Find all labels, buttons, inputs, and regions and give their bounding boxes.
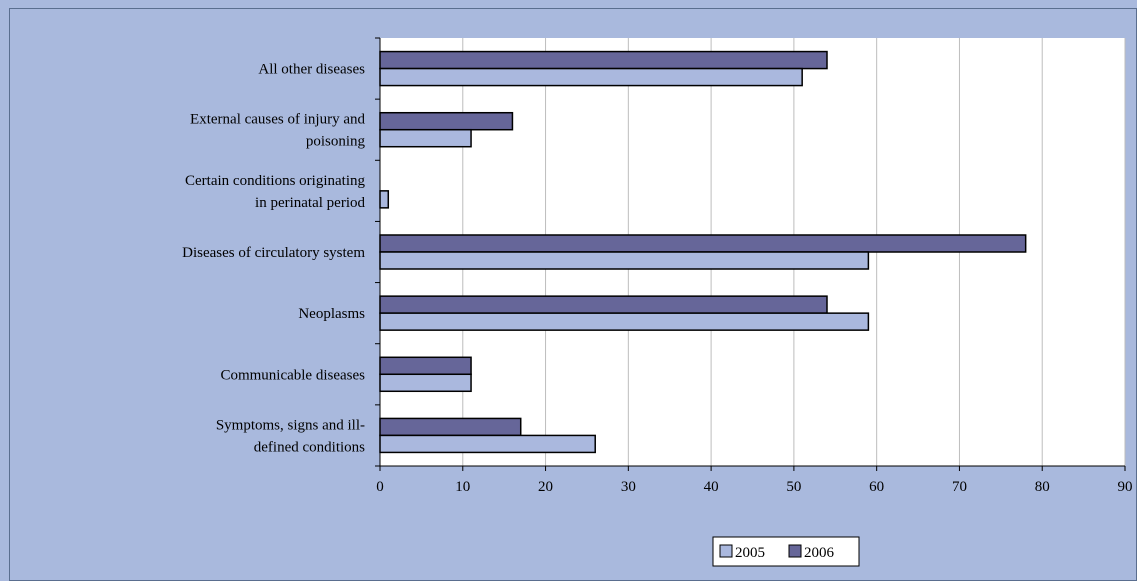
bar-2006	[379, 417, 522, 437]
category-label: All other diseases	[258, 62, 365, 78]
bar-2006	[379, 295, 828, 314]
x-tick-label: 40	[704, 479, 719, 495]
x-tick-label: 60	[869, 479, 884, 495]
bar-2006	[379, 234, 1027, 253]
category-label: Certain conditions originating	[185, 173, 365, 189]
x-tick-label: 10	[455, 479, 470, 495]
bar-2005	[379, 190, 390, 209]
bar-2005	[379, 373, 472, 393]
x-tick-label: 70	[952, 479, 967, 495]
bar-2005	[379, 312, 870, 331]
bar-2005	[379, 251, 870, 270]
legend-swatch-2005	[719, 544, 733, 558]
bar-2005	[379, 128, 472, 148]
x-tick-label: 80	[1035, 479, 1050, 495]
legend-box	[712, 536, 860, 567]
category-label: Neoplasms	[298, 306, 365, 322]
x-tick-label: 0	[376, 479, 384, 495]
legend-swatch-2006	[788, 544, 802, 558]
x-tick-label: 30	[621, 479, 636, 495]
category-label: Symptoms, signs and ill-	[216, 417, 365, 433]
bar-2006	[379, 111, 514, 131]
category-label: Communicable diseases	[220, 367, 365, 383]
x-tick-label: 90	[1118, 479, 1133, 495]
legend-label-2005: 2005	[735, 545, 765, 561]
bar-2005	[379, 67, 803, 87]
legend-label-2006: 2006	[804, 545, 835, 561]
bar-2006	[379, 50, 828, 70]
axes: 0 10 20 30 40 50 60 70 80 90 All other diseases Ext…	[182, 37, 1133, 495]
category-label: poisoning	[306, 134, 366, 150]
category-label: External causes of injury and	[190, 112, 365, 128]
category-label: in perinatal period	[255, 195, 365, 211]
bar-2006	[379, 356, 472, 376]
bar-2005	[379, 434, 596, 454]
category-label: Diseases of circulatory system	[182, 245, 365, 261]
legend: 2005 2006	[712, 536, 860, 567]
category-label: defined conditions	[254, 439, 365, 455]
x-tick-label: 20	[538, 479, 553, 495]
x-tick-label: 50	[786, 479, 801, 495]
